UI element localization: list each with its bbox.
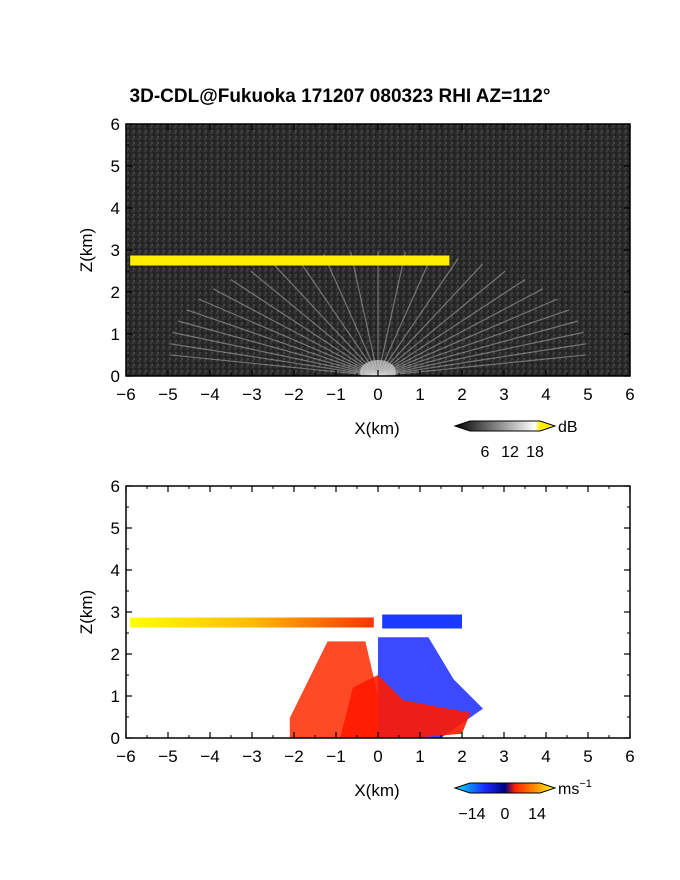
bottom-x-tick-label: 1	[415, 747, 424, 766]
bottom-x-tick-label: 2	[457, 747, 466, 766]
bottom-y-tick-label: 1	[111, 687, 120, 706]
bottom-x-tick-label: −6	[116, 747, 135, 766]
velocity-cone-core	[340, 675, 471, 738]
beam-ray	[377, 251, 406, 376]
bottom-x-axis-label: X(km)	[354, 781, 399, 800]
top-rays	[169, 251, 587, 376]
bottom-panel: −6 −5 −4 −3 −2 −1 0 1 2 3 4 5 6 0 1 2 3 4 5 6 X(km) Z(km) m…	[77, 477, 635, 823]
top-x-tick-label: 5	[583, 385, 592, 404]
beam-ray	[377, 354, 587, 376]
top-x-tick-label: 6	[625, 385, 634, 404]
top-colorbar: dB 6 12 18	[453, 419, 578, 461]
top-y-tick-label: 6	[111, 115, 120, 134]
beam-ray	[377, 331, 584, 376]
beam-ray	[172, 331, 379, 376]
beam-ray	[377, 309, 570, 376]
chart-title: 3D-CDL@Fukuoka 171207 080323 RHI AZ=112°	[129, 86, 551, 107]
top-x-tick-label: −4	[200, 385, 219, 404]
top-x-tick-label: 4	[541, 385, 550, 404]
beam-ray	[377, 254, 433, 376]
bottom-colorbar-unit-base: ms	[558, 781, 579, 798]
beam-ray	[212, 288, 379, 376]
bottom-x-tick-label: 5	[583, 747, 592, 766]
top-colorbar-bar	[453, 420, 557, 432]
beam-ray	[377, 258, 459, 376]
bottom-x-tick-label: 4	[541, 747, 550, 766]
velocity-layer-positive	[130, 617, 374, 628]
beam-ray	[323, 254, 379, 376]
bottom-x-tick-label: 3	[499, 747, 508, 766]
beam-ray	[198, 298, 379, 376]
top-x-tick-label: −6	[116, 385, 135, 404]
beam-ray	[350, 251, 379, 376]
top-colorbar-tick: 18	[526, 444, 544, 461]
top-x-tick-label: 3	[499, 385, 508, 404]
bottom-colorbar-tick: 0	[501, 806, 510, 823]
top-layer	[130, 255, 450, 266]
beam-ray	[273, 263, 379, 376]
bottom-y-tick-label: 0	[111, 729, 120, 748]
bottom-y-axis-label: Z(km)	[77, 590, 96, 634]
top-y-tick-label: 3	[111, 241, 120, 260]
bottom-x-tick-label: −3	[242, 747, 261, 766]
top-y-tick-label: 1	[111, 325, 120, 344]
bottom-y-tick-label: 3	[111, 603, 120, 622]
top-x-axis-label: X(km)	[354, 419, 399, 438]
beam-ray	[230, 279, 379, 376]
beam-ray	[169, 354, 379, 376]
bottom-colorbar-tick: −14	[458, 806, 485, 823]
top-colorbar-tick: 12	[501, 444, 519, 461]
top-y-tick-label: 0	[111, 367, 120, 386]
beam-ray	[169, 343, 379, 376]
beam-ray	[377, 320, 579, 376]
top-x-tick-label: 2	[457, 385, 466, 404]
bottom-colorbar-unit: ms−1	[558, 778, 592, 798]
bottom-y-tick-label: 4	[111, 561, 120, 580]
bottom-colorbar-unit-exp: −1	[579, 778, 592, 790]
top-y-axis-label: Z(km)	[77, 228, 96, 272]
near-field-echo	[360, 360, 396, 376]
top-x-tick-label: 0	[373, 385, 382, 404]
beam-ray	[377, 270, 506, 376]
beam-ray	[186, 309, 379, 376]
top-y-tick-label: 2	[111, 283, 120, 302]
bottom-x-tick-label: −2	[284, 747, 303, 766]
bottom-x-tick-label: −4	[200, 747, 219, 766]
beam-ray	[377, 343, 587, 376]
top-y-tick-label: 4	[111, 199, 120, 218]
beam-ray	[297, 258, 379, 376]
bottom-y-tick-label: 6	[111, 477, 120, 496]
bottom-echoes	[130, 614, 483, 738]
bottom-x-tick-label: −1	[326, 747, 345, 766]
bottom-y-tick-label: 5	[111, 519, 120, 538]
bottom-x-tick-label: 6	[625, 747, 634, 766]
top-x-tick-label: −2	[284, 385, 303, 404]
top-colorbar-unit: dB	[558, 419, 578, 436]
bottom-x-tick-label: −5	[158, 747, 177, 766]
top-colorbar-tick: 6	[481, 444, 490, 461]
bottom-y-tick-label: 2	[111, 645, 120, 664]
top-y-tick-label: 5	[111, 157, 120, 176]
bottom-x-tick-label: 0	[373, 747, 382, 766]
top-x-tick-label: −1	[326, 385, 345, 404]
top-x-tick-label: 1	[415, 385, 424, 404]
beam-ray	[377, 298, 558, 376]
top-x-tick-label: −3	[242, 385, 261, 404]
velocity-layer-negative	[382, 614, 462, 629]
bottom-colorbar-tick: 14	[528, 806, 546, 823]
bottom-colorbar: ms−1 −14 0 14	[453, 778, 592, 823]
top-x-tick-label: −5	[158, 385, 177, 404]
beam-ray	[177, 320, 379, 376]
bottom-colorbar-bar	[453, 782, 557, 794]
beam-ray	[377, 279, 526, 376]
cloud-layer-echo	[130, 255, 450, 266]
top-plot-background	[126, 124, 630, 376]
beam-ray	[250, 270, 379, 376]
beam-ray	[377, 288, 544, 376]
beam-ray	[377, 263, 483, 376]
